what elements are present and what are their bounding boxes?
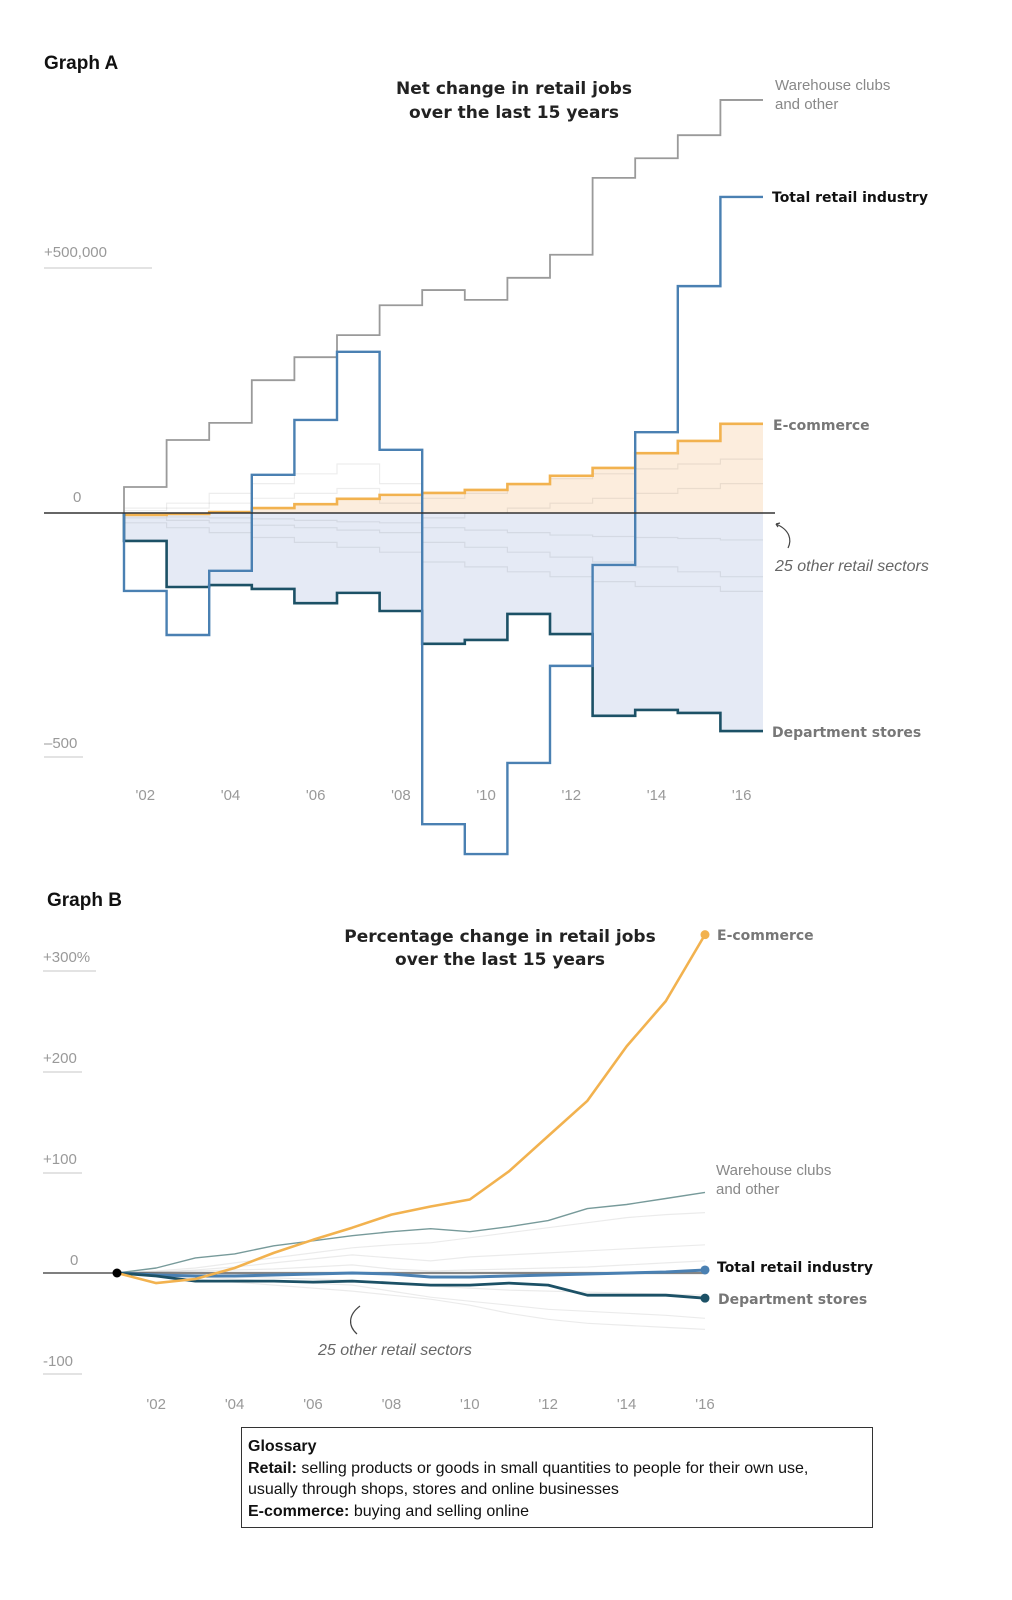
other-sectors-label: 25 other retail sectors — [774, 558, 929, 575]
series-label-warehouse-2: and other — [716, 1181, 779, 1198]
x-tick-label: '04 — [221, 787, 241, 804]
department-end-point — [700, 1293, 710, 1303]
glossary-term-ecommerce: E-commerce: — [248, 1502, 350, 1520]
warehouse-line — [116, 1191, 706, 1274]
ecommerce-area — [124, 423, 763, 513]
department-stores-area — [124, 513, 763, 732]
graph-a-title-line-2: over the last 15 years — [409, 103, 619, 123]
x-tick-label: '12 — [538, 1396, 558, 1413]
glossary-term-retail: Retail: — [248, 1459, 297, 1477]
other-sectors-label: 25 other retail sectors — [317, 1342, 472, 1359]
graph-a-title-line-1: Net change in retail jobs — [396, 79, 632, 99]
series-label-department: Department stores — [772, 725, 921, 741]
x-tick-label: '12 — [562, 787, 582, 804]
other-sector-line — [116, 1260, 706, 1274]
series-label-warehouse-1: Warehouse clubs — [716, 1162, 831, 1179]
y-tick-label: +500,000 — [44, 244, 107, 261]
series-label-warehouse-1: Warehouse clubs — [775, 77, 890, 94]
y-tick-label: 0 — [73, 489, 81, 506]
glossary-heading: Glossary — [248, 1438, 317, 1455]
x-tick-label: '08 — [382, 1396, 402, 1413]
total-step-line — [122, 195, 763, 856]
graph-a: Graph A Net change in retail jobs over t… — [44, 53, 929, 856]
x-tick-label: '10 — [476, 787, 496, 804]
glossary-box: Glossary Retail: selling products or goo… — [241, 1427, 873, 1528]
department-line — [116, 1271, 706, 1300]
other-sector-line — [116, 1244, 706, 1274]
other-sector-line — [116, 1212, 706, 1274]
x-tick-label: '10 — [460, 1396, 480, 1413]
graph-a-label: Graph A — [44, 53, 119, 74]
series-label-total: Total retail industry — [772, 190, 928, 206]
annotation-arrowhead — [775, 522, 781, 528]
y-tick-label: –500 — [44, 735, 77, 752]
y-tick-label: -100 — [43, 1353, 73, 1370]
x-tick-label: '02 — [146, 1396, 166, 1413]
chart-canvas: Graph A Net change in retail jobs over t… — [43, 53, 929, 1413]
y-tick-label: +300% — [43, 949, 90, 966]
glossary-def-ecommerce: buying and selling online — [349, 1502, 530, 1520]
x-tick-label: '04 — [225, 1396, 245, 1413]
graph-b-title-line-2: over the last 15 years — [395, 950, 605, 970]
series-label-total: Total retail industry — [717, 1260, 873, 1276]
y-tick-label: +200 — [43, 1050, 77, 1067]
total-line — [116, 1268, 706, 1279]
x-tick-label: '06 — [303, 1396, 323, 1413]
y-tick-label: 0 — [70, 1252, 78, 1269]
x-tick-label: '16 — [695, 1396, 715, 1413]
series-label-ecommerce: E-commerce — [773, 418, 870, 434]
graph-b-title-line-1: Percentage change in retail jobs — [344, 927, 655, 947]
graph-b: Graph B Percentage change in retail jobs… — [43, 890, 873, 1413]
origin-point — [112, 1268, 122, 1278]
series-label-department: Department stores — [718, 1292, 867, 1308]
total-end-point — [700, 1265, 710, 1275]
x-tick-label: '08 — [391, 787, 411, 804]
x-tick-label: '14 — [617, 1396, 637, 1413]
x-tick-label: '16 — [732, 787, 752, 804]
graph-b-label: Graph B — [47, 890, 122, 911]
ecommerce-end-point — [700, 930, 710, 940]
glossary-def-retail: selling products or goods in small quant… — [296, 1459, 809, 1477]
x-tick-label: '14 — [647, 787, 667, 804]
y-tick-label: +100 — [43, 1151, 77, 1168]
glossary-def-retail-cont: usually through shops, stores and online… — [248, 1481, 619, 1498]
annotation-arrow — [775, 523, 791, 549]
series-label-ecommerce: E-commerce — [717, 928, 814, 944]
other-sector-line — [116, 1272, 706, 1319]
warehouse-step-line — [123, 99, 763, 513]
x-tick-label: '06 — [306, 787, 326, 804]
ecommerce-line — [116, 933, 707, 1285]
series-label-warehouse-2: and other — [775, 96, 838, 113]
x-tick-label: '02 — [136, 787, 156, 804]
annotation-arrow — [350, 1305, 361, 1335]
